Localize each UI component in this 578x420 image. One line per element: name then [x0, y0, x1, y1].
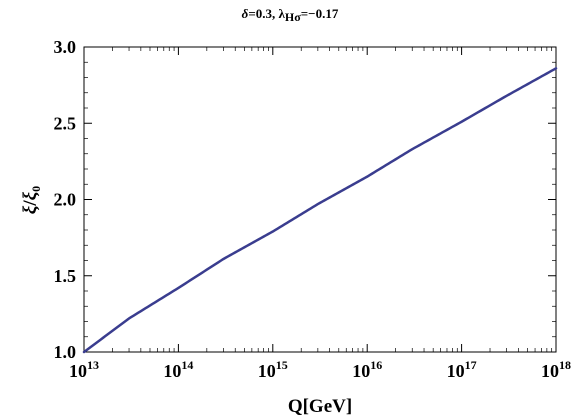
x-tick-label: 1016	[352, 358, 382, 381]
x-tick-label: 1013	[69, 358, 99, 381]
x-tick-label: 1017	[447, 358, 477, 381]
y-tick-label: 2.5	[54, 113, 77, 133]
x-tick-label: 1018	[541, 358, 571, 381]
x-tick-label: 1014	[163, 358, 193, 381]
plot-frame	[83, 46, 557, 353]
series-line	[82, 67, 558, 354]
y-tick-label: 1.0	[54, 342, 77, 362]
y-tick-label: 2.0	[54, 190, 77, 210]
y-axis-label: ξ/ξ0	[20, 186, 43, 214]
x-tick-labels: 1013 1014 1015 1016 1017 1018	[69, 358, 571, 381]
y-tick-label: 1.5	[54, 266, 77, 286]
svg-text:ξ/ξ0: ξ/ξ0	[20, 186, 43, 214]
axis-ticks	[83, 46, 557, 353]
y-tick-labels: 1.0 1.5 2.0 2.5 3.0	[54, 37, 77, 362]
y-tick-label: 3.0	[54, 37, 77, 57]
x-tick-label: 1015	[258, 358, 288, 381]
x-axis-label: Q[GeV]	[288, 396, 352, 417]
chart-title: δ=0.3, λHσ=−0.17	[242, 6, 339, 24]
